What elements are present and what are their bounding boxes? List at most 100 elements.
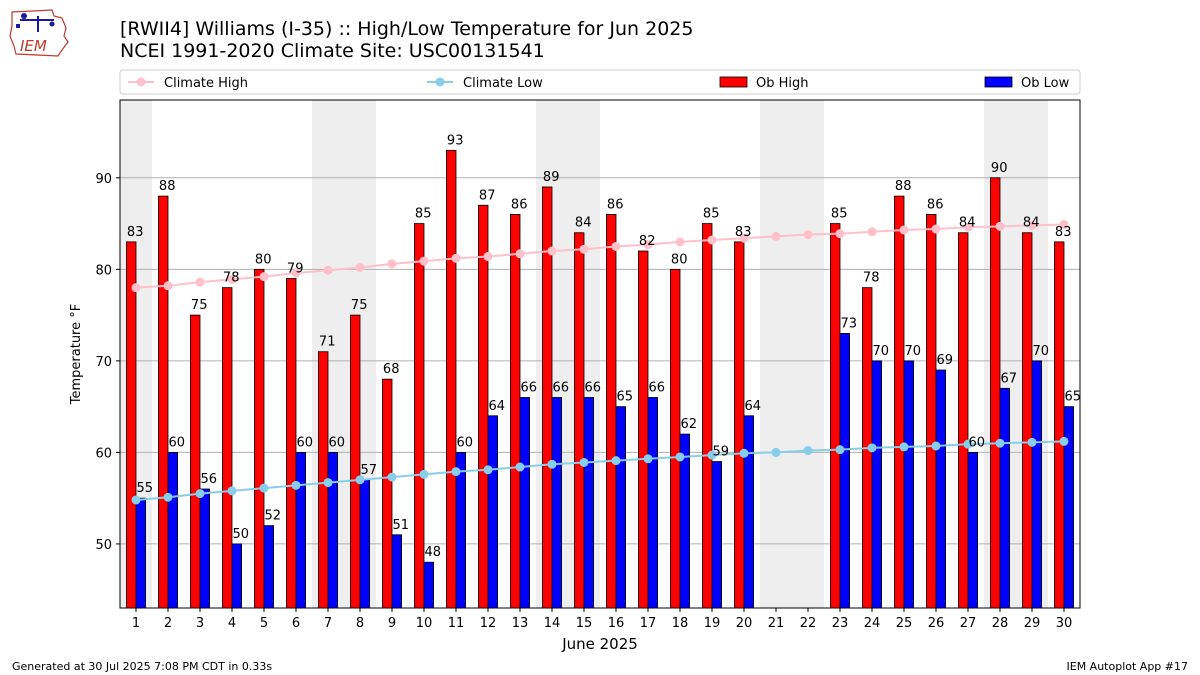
legend-climate-low-marker	[435, 77, 445, 87]
generated-note: Generated at 30 Jul 2025 7:08 PM CDT in …	[12, 660, 273, 673]
climate-low-point	[163, 492, 173, 502]
climate-low-point	[1027, 437, 1037, 447]
climate-low-point	[1059, 436, 1069, 446]
ob-low-bar	[583, 397, 595, 609]
ob-high-label: 83	[735, 225, 752, 240]
climate-low-point	[195, 489, 205, 499]
legend-climate-high-label: Climate High	[164, 76, 248, 91]
ob-high-label: 89	[543, 170, 560, 185]
ob-high-bar	[670, 268, 681, 609]
ob-low-label: 69	[937, 353, 954, 368]
climate-low-point	[579, 457, 589, 467]
ob-high-label: 84	[1023, 216, 1040, 231]
ob-low-bar	[1063, 406, 1075, 609]
ob-low-label: 66	[553, 380, 570, 395]
x-tick-label: 16	[608, 616, 625, 631]
ob-low-label: 57	[361, 463, 378, 478]
x-tick-label: 5	[260, 616, 268, 631]
y-tick-label: 80	[95, 263, 112, 278]
climate-high-point	[259, 272, 269, 282]
ob-high-bar	[574, 232, 585, 609]
ob-high-label: 84	[575, 216, 592, 231]
x-tick-label: 12	[480, 616, 497, 631]
climate-low-point	[899, 442, 909, 452]
x-tick-label: 4	[228, 616, 236, 631]
x-tick-label: 14	[544, 616, 561, 631]
ob-low-bar	[199, 488, 211, 609]
iowa-outline-icon	[9, 9, 69, 57]
ob-low-bar	[263, 525, 275, 609]
ob-high-bar	[830, 223, 841, 609]
climate-high-point	[643, 240, 653, 250]
ob-low-bar	[295, 451, 307, 609]
x-tick-label: 22	[800, 616, 817, 631]
ob-low-label: 52	[265, 509, 282, 524]
climate-low-point	[483, 465, 493, 475]
ob-low-bar	[743, 415, 755, 609]
ob-high-label: 68	[383, 362, 400, 377]
ob-high-bar	[1022, 232, 1033, 609]
legend-ob-high-swatch	[719, 76, 748, 88]
climate-high-point	[419, 256, 429, 266]
climate-high-point	[963, 222, 973, 232]
ob-high-label: 85	[831, 207, 848, 222]
climate-high-point	[195, 277, 205, 287]
climate-high-point	[355, 263, 365, 273]
ob-low-label: 55	[137, 481, 154, 496]
weather-station-icon	[16, 13, 55, 32]
ob-high-label: 83	[1055, 225, 1072, 240]
climate-low-point	[547, 459, 557, 469]
legend-climate-low-label: Climate Low	[463, 76, 543, 91]
legend-ob-high-label: Ob High	[756, 76, 809, 91]
ob-high-bar	[285, 278, 297, 609]
climate-high-point	[451, 253, 461, 263]
ob-low-bar	[1031, 360, 1043, 609]
iem-logo: IEM	[9, 9, 69, 57]
climate-low-point	[515, 462, 525, 472]
ob-low-label: 65	[1065, 390, 1082, 405]
climate-high-point	[323, 265, 333, 275]
ob-low-bar	[519, 397, 531, 609]
ob-high-bar	[702, 223, 713, 609]
ob-low-label: 64	[745, 399, 762, 414]
ob-high-label: 90	[991, 161, 1008, 176]
ob-low-label: 66	[521, 380, 538, 395]
ob-low-label: 60	[457, 435, 474, 450]
ob-low-label: 67	[1001, 371, 1018, 386]
ob-low-label: 60	[297, 435, 314, 450]
logo-text: IEM	[20, 37, 47, 55]
x-tick-label: 2	[164, 616, 172, 631]
ob-high-bar	[990, 177, 1001, 609]
x-tick-label: 13	[512, 616, 529, 631]
y-tick-label: 70	[95, 355, 112, 370]
climate-low-point	[771, 447, 781, 457]
ob-high-bar	[606, 214, 617, 609]
climate-high-point	[931, 224, 941, 234]
climate-low-point	[355, 475, 365, 485]
climate-low-point	[611, 456, 621, 466]
ob-low-bar	[903, 360, 915, 609]
ob-high-label: 86	[927, 197, 944, 212]
ob-low-bar	[615, 406, 627, 609]
ob-low-label: 56	[201, 472, 218, 487]
climate-high-point	[163, 281, 173, 291]
ob-high-label: 84	[959, 216, 976, 231]
ob-low-bar	[999, 387, 1011, 609]
ob-high-bar	[1054, 241, 1065, 609]
ob-low-bar	[711, 461, 723, 609]
climate-high-point	[1027, 220, 1037, 230]
ob-low-label: 60	[969, 435, 986, 450]
ob-low-label: 70	[1033, 344, 1050, 359]
weekend-band	[760, 100, 792, 608]
ob-high-bar	[126, 241, 137, 609]
ob-high-label: 80	[255, 252, 272, 267]
y-axis-label: Temperature °F	[69, 304, 84, 405]
y-tick-label: 50	[95, 538, 112, 553]
climate-high-point	[579, 244, 589, 254]
ob-high-label: 75	[351, 298, 368, 313]
climate-high-point	[291, 268, 301, 278]
climate-high-point	[835, 229, 845, 239]
ob-high-label: 79	[287, 261, 304, 276]
climate-low-point	[835, 445, 845, 455]
